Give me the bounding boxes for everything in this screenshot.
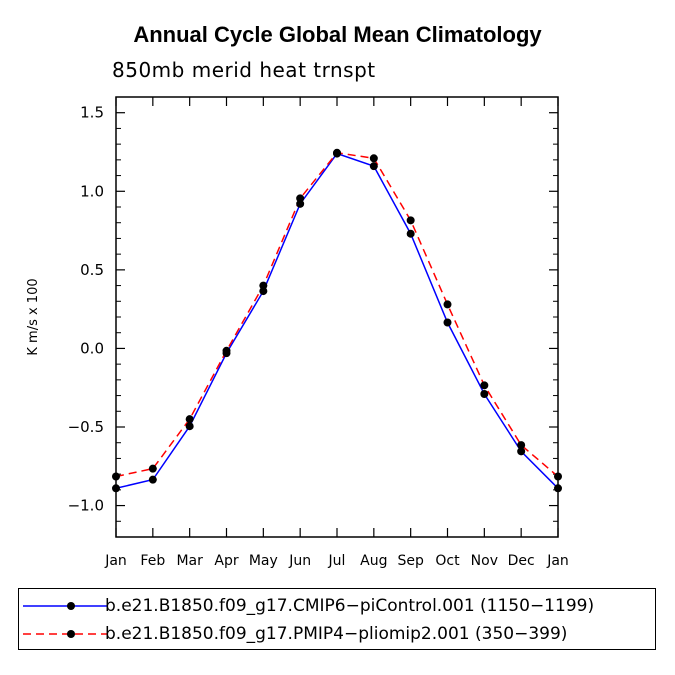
chart-subtitle: 850mb merid heat trnspt xyxy=(112,58,376,82)
legend-item-picontrol: b.e21.B1850.f09_g17.CMIP6−piControl.001 … xyxy=(19,592,655,620)
line-chart: Jan Feb Mar Apr May Jun Jul Aug Sep Oct Nov Dec Jan −… xyxy=(26,96,569,569)
series-1-point xyxy=(369,154,378,163)
series-0-point xyxy=(517,447,526,456)
series-1-point xyxy=(296,194,305,203)
y-tick-label: 1.5 xyxy=(80,104,104,122)
y-tick-label: 1.0 xyxy=(80,182,104,200)
y-tick-label: −1.0 xyxy=(68,497,104,515)
y-tick-label: −0.5 xyxy=(68,418,104,436)
series-0-point xyxy=(406,229,415,238)
series-1-point xyxy=(222,346,231,355)
x-tick-label: May xyxy=(249,553,278,569)
x-tick-label: Jan xyxy=(546,553,569,569)
series-0-point xyxy=(148,475,157,484)
series-line-0 xyxy=(115,152,559,490)
series-0-point xyxy=(185,422,194,431)
legend-item-pliomip2: b.e21.B1850.f09_g17.PMIP4−pliomip2.001 (… xyxy=(19,620,655,648)
legend: b.e21.B1850.f09_g17.CMIP6−piControl.001 … xyxy=(18,588,656,650)
y-tick-label: 0.0 xyxy=(80,339,104,357)
series-0-point xyxy=(369,162,378,171)
series-0-point xyxy=(443,318,452,327)
series-1-point xyxy=(517,441,526,450)
series-1-point xyxy=(259,281,268,290)
y-tick-label: 0.5 xyxy=(80,261,104,279)
series-0-point xyxy=(259,287,268,296)
x-tick-label: Oct xyxy=(435,553,460,569)
y-axis-label: K m/s x 100 xyxy=(26,278,41,355)
series-1-point xyxy=(333,148,341,157)
x-tick-label: Jul xyxy=(328,553,346,569)
series-0-point xyxy=(480,390,489,398)
series-0-point xyxy=(296,199,305,208)
legend-label-pliomip2: b.e21.B1850.f09_g17.PMIP4−pliomip2.001 (… xyxy=(105,624,568,644)
plot-frame xyxy=(115,96,559,538)
x-tick-label: Feb xyxy=(140,553,165,569)
x-tick-label: Jan xyxy=(104,553,127,569)
x-tick-label: Apr xyxy=(214,553,238,569)
x-tick-label: Jun xyxy=(288,553,311,569)
series-1-point xyxy=(443,300,452,309)
x-tick-label: Nov xyxy=(471,553,498,569)
series-1-point xyxy=(185,415,194,424)
x-tick-label: Sep xyxy=(397,553,424,569)
x-tick-label: Aug xyxy=(360,553,387,569)
x-tick-label: Mar xyxy=(176,553,203,569)
legend-label-picontrol: b.e21.B1850.f09_g17.CMIP6−piControl.001 … xyxy=(105,596,595,616)
series-1-point xyxy=(480,381,489,390)
chart-title: Annual Cycle Global Mean Climatology xyxy=(133,22,542,47)
legend-sample-blue-solid-line xyxy=(23,602,107,610)
series-1-point xyxy=(148,464,157,473)
series-line-1 xyxy=(115,151,559,478)
series-1-point xyxy=(406,216,415,225)
x-tick-label: Dec xyxy=(508,553,535,569)
legend-sample-red-dashed-line xyxy=(23,630,107,638)
